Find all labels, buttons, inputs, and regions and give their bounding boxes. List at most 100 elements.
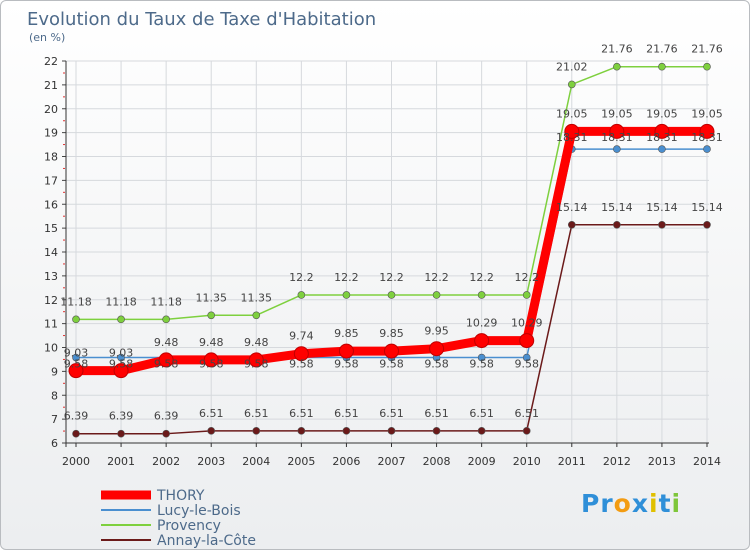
axis-layer: 6 7 8 9 10 11 12 13 14 15 16 17 18 19 20 21 22 2000 2001 20… <box>44 55 721 468</box>
data-point <box>522 353 531 362</box>
data-point <box>699 123 715 139</box>
data-label: 9.48 <box>199 336 224 349</box>
data-label: 10.29 <box>466 317 498 330</box>
chart-subtitle: (en %) <box>29 31 65 44</box>
data-label: 15.14 <box>691 201 723 214</box>
data-label: 18.31 <box>556 131 588 144</box>
data-label: 6.51 <box>379 407 404 420</box>
data-point <box>567 80 576 89</box>
data-point <box>158 352 174 368</box>
data-point <box>342 291 351 299</box>
data-label: 12.2 <box>514 271 539 284</box>
data-label: 9.58 <box>379 358 404 371</box>
data-label: 21.76 <box>601 43 633 56</box>
data-point <box>703 145 711 153</box>
data-point <box>207 427 216 435</box>
data-point <box>658 220 666 229</box>
x-tick-label: 2005 <box>287 455 315 468</box>
x-tick-label: 2010 <box>513 455 541 468</box>
data-label: 6.51 <box>289 407 314 420</box>
y-tick-label: 12 <box>44 294 58 307</box>
x-tick-label: 2001 <box>107 455 135 468</box>
data-point <box>429 341 445 357</box>
y-tick-label: 13 <box>44 270 58 283</box>
legend-label: Annay-la-Côte <box>157 533 256 549</box>
data-label: 12.2 <box>289 271 314 284</box>
y-tick-label: 18 <box>44 151 58 164</box>
data-point <box>297 427 306 435</box>
data-label: 21.02 <box>556 60 588 73</box>
x-tick-label: 2002 <box>152 455 180 468</box>
data-label: 6.51 <box>514 407 539 420</box>
y-tick-label: 15 <box>44 222 58 235</box>
logo-letter: r <box>600 489 614 518</box>
data-point <box>613 145 621 153</box>
y-tick-label: 9 <box>51 365 58 378</box>
data-label: 12.2 <box>424 271 449 284</box>
y-tick-label: 17 <box>44 174 58 187</box>
series-thory <box>68 123 715 379</box>
data-label: 18.31 <box>646 131 678 144</box>
data-label: 6.51 <box>424 407 449 420</box>
data-label: 9.95 <box>424 325 449 338</box>
series-annay-la-c-te <box>72 220 711 438</box>
data-point <box>117 429 125 438</box>
data-point <box>113 363 129 379</box>
data-point <box>68 363 84 379</box>
data-label: 9.58 <box>469 358 494 371</box>
data-label: 6.39 <box>109 410 134 423</box>
logo-letter: P <box>581 489 601 518</box>
data-point <box>293 346 309 362</box>
data-label: 12.2 <box>469 271 494 284</box>
data-label: 9.03 <box>64 347 89 360</box>
data-point <box>613 220 621 229</box>
data-point <box>658 62 666 71</box>
data-label: 9.85 <box>379 327 404 340</box>
y-tick-label: 6 <box>51 437 58 450</box>
x-tick-label: 2004 <box>242 455 270 468</box>
data-point <box>658 145 666 153</box>
data-point <box>72 315 80 324</box>
data-label: 19.05 <box>691 107 723 120</box>
data-label: 19.05 <box>601 107 633 120</box>
data-point <box>162 429 170 438</box>
y-tick-label: 7 <box>51 413 58 426</box>
data-label: 9.58 <box>424 358 449 371</box>
chart-title: Evolution du Taux de Taxe d'Habitation <box>27 9 376 30</box>
data-point <box>248 352 264 368</box>
x-tick-label: 2011 <box>558 455 586 468</box>
data-point <box>72 429 80 438</box>
logo-letter: o <box>613 489 632 518</box>
data-label: 9.58 <box>154 358 179 371</box>
y-tick-label: 16 <box>44 198 58 211</box>
data-point <box>567 220 576 229</box>
data-label: 6.51 <box>334 407 359 420</box>
x-tick-label: 2007 <box>378 455 406 468</box>
series-layer <box>68 62 715 438</box>
legend-label: Lucy-le-Bois <box>157 503 241 519</box>
y-tick-label: 19 <box>44 127 58 140</box>
data-point <box>477 427 486 435</box>
data-label: 21.76 <box>646 43 678 56</box>
data-point <box>72 353 80 362</box>
y-tick-label: 14 <box>44 246 58 259</box>
data-label: 11.18 <box>150 295 182 308</box>
data-label: 18.31 <box>601 131 633 144</box>
series-provency <box>72 62 711 324</box>
data-point <box>387 427 396 435</box>
data-label: 9.03 <box>109 347 134 360</box>
data-label: 19.05 <box>556 107 588 120</box>
data-label: 6.51 <box>244 407 269 420</box>
data-label: 9.48 <box>154 336 179 349</box>
x-tick-label: 2012 <box>603 455 631 468</box>
x-tick-label: 2006 <box>332 455 360 468</box>
y-tick-label: 10 <box>44 342 58 355</box>
data-point <box>252 311 261 320</box>
data-label: 9.58 <box>109 358 134 371</box>
data-point <box>432 291 441 299</box>
data-label: 9.58 <box>199 358 224 371</box>
data-label: 15.14 <box>601 201 633 214</box>
data-label: 15.14 <box>556 201 588 214</box>
data-label: 21.76 <box>691 43 723 56</box>
